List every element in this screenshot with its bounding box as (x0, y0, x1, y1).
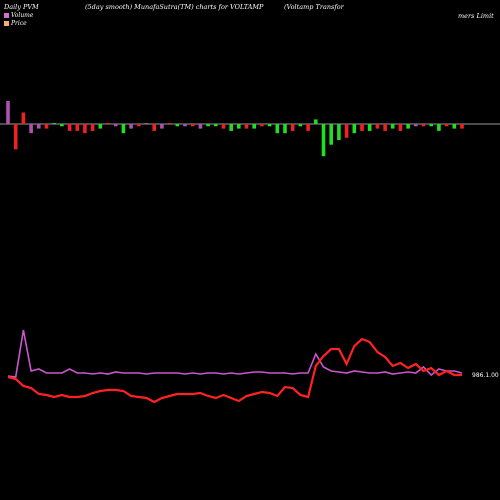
volume-bar (160, 124, 164, 129)
volume-bar (206, 124, 210, 127)
volume-bar (183, 124, 187, 127)
volume-bar (314, 119, 318, 124)
volume-bar (360, 124, 364, 131)
legend-price: Price (4, 20, 27, 27)
volume-bar (414, 124, 418, 127)
volume-bar (152, 124, 156, 131)
volume-bar (429, 124, 433, 127)
volume-bar (144, 123, 149, 124)
volume-bar (214, 124, 218, 127)
volume-bar (229, 124, 233, 131)
volume-bar (260, 124, 264, 127)
volume-bar (83, 124, 87, 134)
volume-bar (13, 124, 18, 150)
volume-bar (290, 124, 295, 131)
volume-bar (113, 124, 118, 127)
volume-bar (344, 124, 349, 138)
volume-bar (106, 123, 110, 124)
volume-bar (437, 124, 441, 131)
volume-bar (298, 124, 303, 127)
volume-bar (267, 124, 272, 127)
volume-bar (252, 124, 256, 129)
volume-bar (98, 124, 103, 129)
volume-bar (283, 124, 287, 134)
price-value-label: 986.1.00 (472, 372, 499, 379)
volume-bar (275, 124, 280, 134)
chart-header-left: Daily PVM (4, 3, 39, 11)
volume-bar (129, 124, 133, 129)
volume-bar (406, 124, 410, 129)
volume-bar (398, 124, 403, 131)
legend-volume-label: Volume (11, 12, 34, 19)
volume-bar (444, 124, 449, 127)
volume-bar (367, 124, 372, 131)
volume-bar (237, 124, 241, 129)
volume-bar (52, 123, 56, 124)
chart-header-title: (5day smooth) MunafaSutra(TM) charts for… (85, 3, 264, 11)
volume-bar (390, 124, 395, 129)
price-line (7, 337, 462, 404)
legend-price-label: Price (11, 20, 27, 27)
volume-bar (137, 124, 141, 127)
volume-bar (21, 112, 26, 124)
volume-bar (90, 124, 95, 131)
chart-header-company-cont: mers Limit (458, 12, 494, 20)
volume-bar (452, 124, 457, 129)
volume-bar (321, 124, 326, 157)
volume-bar (175, 124, 180, 127)
volume-line (7, 329, 463, 378)
volume-bar (29, 124, 33, 134)
volume-bar (383, 124, 387, 131)
volume-bar (44, 124, 49, 129)
volume-bar (306, 124, 310, 131)
legend-volume-swatch (4, 13, 9, 18)
volume-bar (221, 124, 226, 129)
volume-bar (60, 124, 64, 127)
legend-price-swatch (4, 21, 9, 26)
chart-header-company: (Voltamp Transfor (284, 3, 344, 11)
volume-bar (190, 124, 195, 127)
volume-bar (375, 124, 380, 129)
volume-bar (337, 124, 341, 141)
volume-bar (460, 124, 464, 129)
volume-bar (352, 124, 357, 134)
volume-bar (75, 124, 80, 131)
volume-bar (37, 124, 41, 129)
volume-bar (198, 124, 203, 129)
volume-bar (421, 124, 426, 127)
volume-bar (121, 124, 126, 134)
volume-bars (6, 101, 464, 157)
volume-bar (167, 123, 172, 124)
volume-bar (244, 124, 249, 129)
legend-volume: Volume (4, 12, 33, 19)
volume-bar (329, 124, 333, 145)
volume-bar (67, 124, 72, 131)
volume-bar (6, 101, 10, 124)
